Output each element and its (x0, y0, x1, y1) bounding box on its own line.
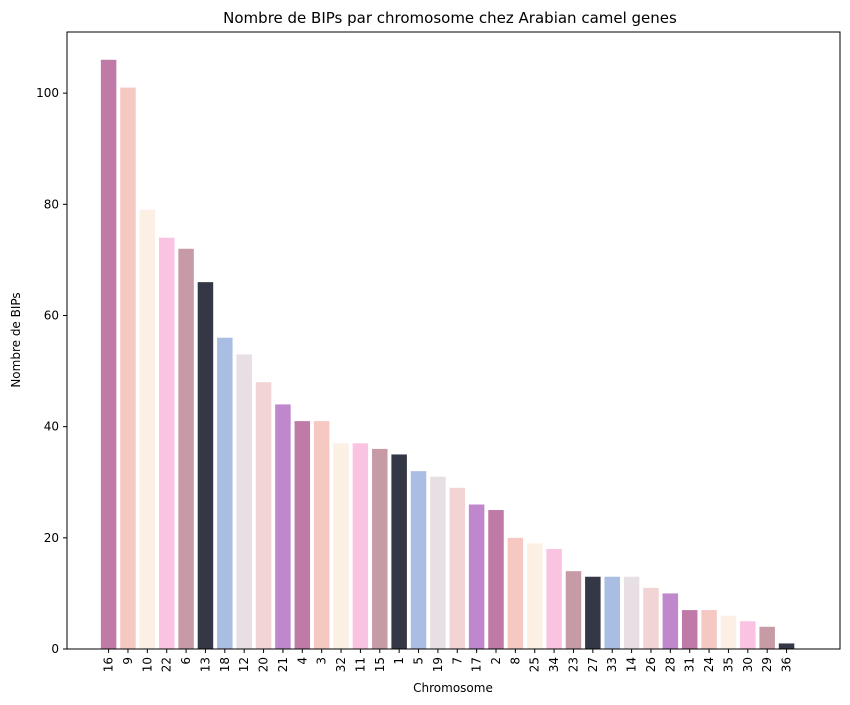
bar-chromosome-16 (100, 59, 117, 650)
bar-chromosome-22 (158, 237, 175, 650)
y-tick-label: 60 (44, 308, 59, 322)
x-tick-label: 31 (683, 657, 697, 672)
x-tick-label: 29 (760, 657, 774, 672)
x-tick-label: 2 (489, 657, 503, 665)
bars-group (100, 59, 795, 650)
x-tick-label: 7 (450, 657, 464, 665)
bar-chromosome-20 (255, 382, 272, 649)
y-tick-label: 40 (44, 420, 59, 434)
bar-chromosome-13 (197, 282, 214, 649)
bar-chromosome-31 (681, 610, 698, 649)
x-tick-label: 35 (721, 657, 735, 672)
x-tick-label: 14 (625, 657, 639, 672)
x-tick-label: 30 (741, 657, 755, 672)
bar-chromosome-19 (430, 476, 446, 649)
x-tick-label: 36 (780, 657, 794, 672)
x-tick-label: 12 (237, 657, 251, 672)
bar-chromosome-34 (546, 548, 562, 649)
bar-chromosome-4 (294, 421, 311, 649)
x-axis-label: Chromosome (413, 681, 493, 695)
bar-chromosome-30 (740, 621, 756, 649)
y-tick-label: 20 (44, 531, 59, 545)
y-tick-label: 0 (51, 642, 59, 656)
y-axis-label: Nombre de BIPs (9, 292, 23, 387)
x-tick-label: 15 (373, 657, 387, 672)
x-tick-label: 22 (160, 657, 174, 672)
x-tick-label: 9 (121, 657, 135, 665)
bar-chromosome-24 (701, 610, 717, 649)
bar-chromosome-2 (488, 510, 504, 649)
x-axis: 16 9 10 22 6 13 18 12 20 21 4 3 32 11 15 1 5 19 7 17 2 8 25 34 2… (102, 649, 794, 672)
bar-chromosome-29 (759, 626, 775, 649)
x-tick-label: 23 (566, 657, 580, 672)
x-tick-label: 17 (470, 657, 484, 672)
bar-chromosome-3 (313, 421, 330, 649)
x-tick-label: 8 (508, 657, 522, 665)
x-tick-label: 13 (198, 657, 212, 672)
x-tick-label: 18 (218, 657, 232, 672)
bar-chromosome-1 (391, 454, 407, 649)
x-tick-label: 28 (663, 657, 677, 672)
y-tick-label: 80 (44, 197, 59, 211)
bar-chromosome-17 (468, 504, 485, 649)
x-tick-label: 10 (140, 657, 154, 672)
bar-chromosome-35 (720, 615, 737, 649)
x-tick-label: 27 (586, 657, 600, 672)
bar-chromosome-14 (623, 576, 640, 649)
x-tick-label: 24 (702, 657, 716, 672)
x-tick-label: 11 (353, 657, 367, 672)
bar-chromosome-36 (778, 643, 795, 649)
bar-chromosome-15 (372, 448, 388, 649)
x-tick-label: 16 (102, 657, 116, 672)
x-tick-label: 33 (605, 657, 619, 672)
x-tick-label: 25 (528, 657, 542, 672)
bar-chromosome-12 (236, 354, 252, 649)
x-tick-label: 6 (179, 657, 193, 665)
bar-chromosome-32 (333, 443, 349, 649)
x-tick-label: 1 (392, 657, 406, 665)
x-tick-label: 5 (412, 657, 426, 665)
y-tick-label: 100 (36, 86, 59, 100)
bar-chromosome-18 (217, 337, 233, 649)
bar-chromosome-7 (449, 487, 466, 649)
x-tick-label: 26 (644, 657, 658, 672)
x-tick-label: 19 (431, 657, 445, 672)
x-tick-label: 3 (315, 657, 329, 665)
bar-chromosome-28 (662, 593, 679, 649)
bar-chromosome-27 (585, 576, 601, 649)
bar-chromosome-25 (526, 543, 543, 649)
x-tick-label: 32 (334, 657, 348, 672)
bar-chromosome-8 (507, 537, 524, 649)
bar-chromosome-26 (643, 587, 659, 649)
bar-chromosome-11 (352, 443, 369, 649)
chart-title: Nombre de BIPs par chromosome chez Arabi… (223, 9, 677, 27)
bar-chromosome-6 (178, 248, 194, 649)
x-tick-label: 20 (257, 657, 271, 672)
x-tick-label: 4 (295, 657, 309, 665)
bar-chromosome-23 (565, 571, 582, 649)
bar-chromosome-33 (604, 576, 620, 649)
x-tick-label: 34 (547, 657, 561, 672)
plot-frame (66, 31, 841, 650)
bar-chromosome-10 (139, 209, 156, 649)
bar-chromosome-9 (120, 87, 136, 650)
y-axis: 0 20 40 60 80 100 (36, 86, 67, 656)
x-tick-label: 21 (276, 657, 290, 672)
bar-chromosome-5 (410, 471, 427, 649)
bar-chromosome-21 (275, 404, 291, 649)
